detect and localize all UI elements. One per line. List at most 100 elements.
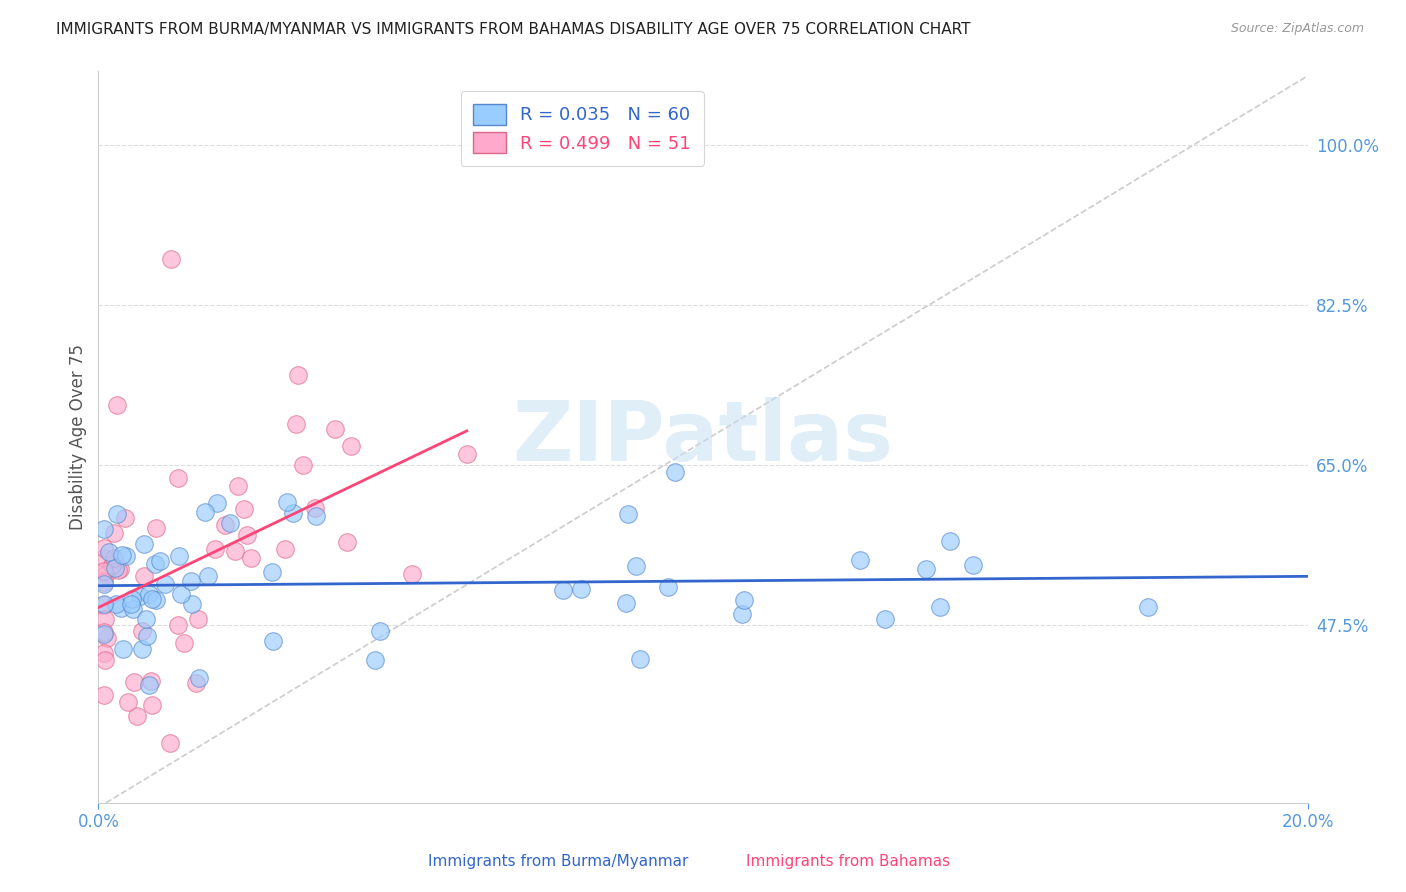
Text: ZIPatlas: ZIPatlas	[513, 397, 893, 477]
Point	[287, 368, 309, 383]
Point	[180, 598, 202, 612]
Point	[93, 646, 115, 660]
Text: Immigrants from Burma/Myanmar: Immigrants from Burma/Myanmar	[427, 854, 688, 869]
Point	[141, 591, 163, 606]
Point	[340, 440, 363, 454]
Point	[93, 627, 115, 641]
Point	[180, 574, 202, 588]
Legend: R = 0.035   N = 60, R = 0.499   N = 51: R = 0.035 N = 60, R = 0.499 N = 51	[461, 91, 703, 166]
Point	[93, 597, 115, 611]
Point	[114, 549, 136, 563]
Point	[93, 541, 115, 555]
Point	[236, 527, 259, 541]
Point	[107, 563, 129, 577]
Point	[131, 641, 153, 656]
Point	[849, 553, 872, 567]
Point	[194, 505, 217, 519]
Point	[122, 601, 145, 615]
Point	[262, 634, 284, 648]
Point	[111, 549, 134, 563]
Point	[173, 636, 195, 650]
Point	[138, 678, 160, 692]
Point	[134, 612, 156, 626]
Point	[240, 550, 263, 565]
Point	[551, 583, 574, 598]
Point	[159, 737, 181, 751]
Point	[107, 507, 129, 521]
Point	[304, 500, 326, 515]
Point	[124, 675, 146, 690]
Point	[105, 398, 128, 412]
Point	[167, 617, 190, 632]
Point	[93, 688, 115, 702]
Point	[233, 502, 256, 516]
Point	[149, 554, 172, 568]
Point	[143, 557, 166, 571]
Point	[114, 511, 136, 525]
Point	[93, 564, 115, 578]
Point	[281, 506, 304, 520]
Point	[97, 545, 120, 559]
Point	[214, 518, 236, 533]
Point	[292, 458, 315, 472]
Point	[205, 496, 228, 510]
Point	[569, 582, 592, 597]
Point	[94, 612, 117, 626]
Point	[262, 565, 284, 579]
Point	[121, 592, 143, 607]
Point	[167, 471, 190, 485]
Point	[93, 625, 115, 640]
Point	[93, 577, 115, 591]
Point	[170, 587, 193, 601]
Point	[197, 569, 219, 583]
Point	[928, 600, 950, 615]
Point	[274, 542, 297, 557]
Point	[204, 542, 226, 557]
Point	[93, 551, 115, 566]
Y-axis label: Disability Age Over 75: Disability Age Over 75	[69, 344, 87, 530]
Point	[125, 709, 148, 723]
Point	[628, 651, 651, 665]
Point	[914, 562, 936, 576]
Point	[224, 544, 246, 558]
Point	[285, 417, 308, 431]
Point	[368, 624, 391, 639]
Point	[93, 598, 115, 612]
Point	[184, 675, 207, 690]
Point	[101, 558, 124, 572]
Point	[939, 533, 962, 548]
Point	[104, 561, 127, 575]
Point	[112, 642, 135, 657]
Point	[873, 611, 896, 625]
Text: Source: ZipAtlas.com: Source: ZipAtlas.com	[1230, 22, 1364, 36]
Point	[188, 671, 211, 685]
Point	[219, 516, 242, 531]
Text: Immigrants from Bahamas: Immigrants from Bahamas	[747, 854, 950, 869]
Point	[1137, 599, 1160, 614]
Point	[132, 568, 155, 582]
Point	[731, 607, 754, 622]
Point	[733, 593, 755, 607]
Point	[962, 558, 984, 573]
Point	[129, 589, 152, 603]
Point	[364, 653, 387, 667]
Point	[664, 465, 686, 479]
Point	[614, 597, 637, 611]
Point	[103, 551, 125, 566]
Point	[145, 520, 167, 534]
Point	[160, 252, 183, 266]
Point	[336, 535, 359, 549]
Point	[108, 562, 131, 576]
Point	[141, 673, 163, 688]
Point	[110, 600, 132, 615]
Point	[145, 592, 167, 607]
Point	[305, 508, 328, 523]
Point	[96, 631, 118, 645]
Point	[325, 421, 347, 435]
Point	[167, 549, 190, 563]
Point	[617, 508, 640, 522]
Point	[624, 559, 647, 574]
Point	[136, 629, 159, 643]
Text: IMMIGRANTS FROM BURMA/MYANMAR VS IMMIGRANTS FROM BAHAMAS DISABILITY AGE OVER 75 : IMMIGRANTS FROM BURMA/MYANMAR VS IMMIGRA…	[56, 22, 970, 37]
Point	[276, 495, 298, 509]
